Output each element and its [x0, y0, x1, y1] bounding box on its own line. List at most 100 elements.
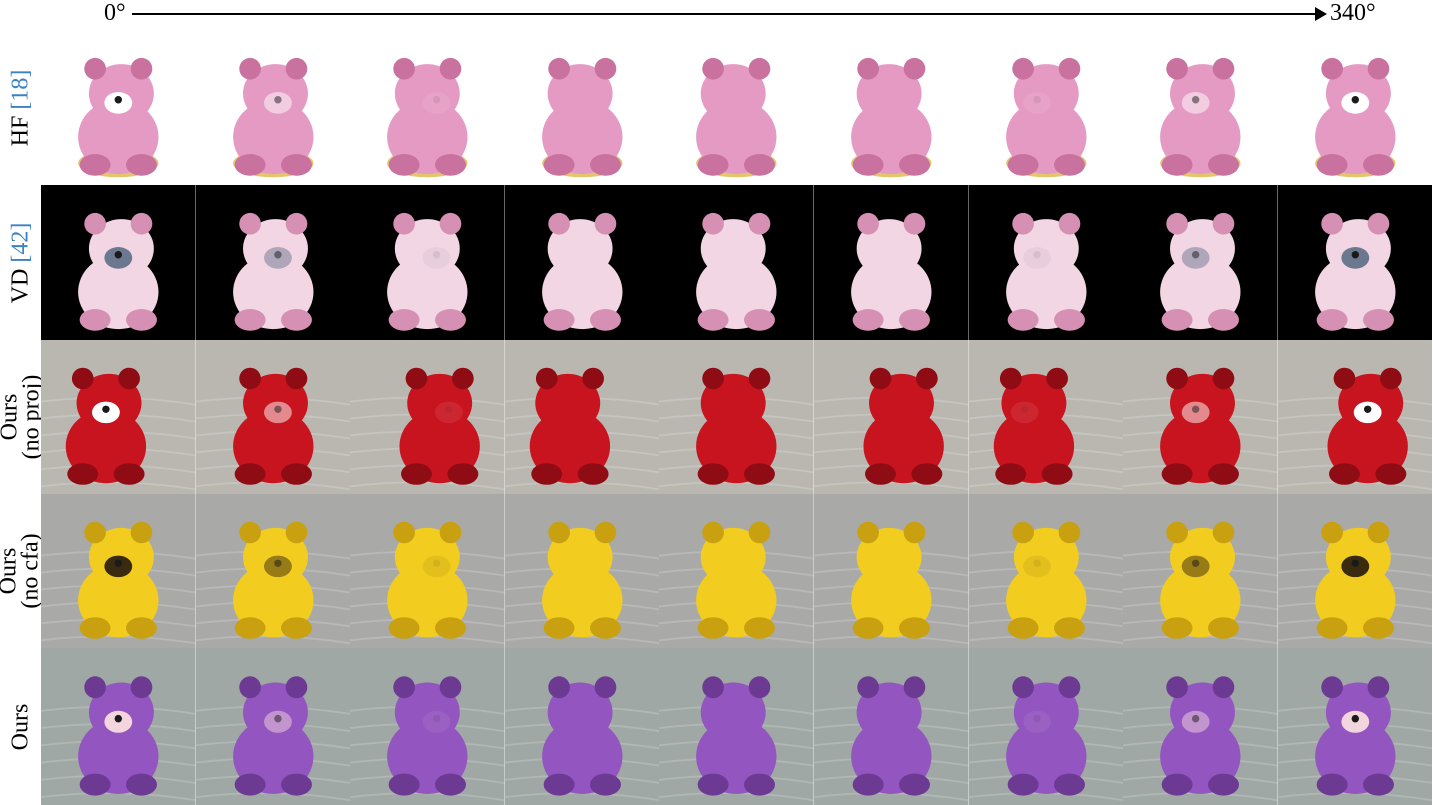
- view-image: [1123, 30, 1278, 185]
- rotation-axis: 0° 340°: [0, 0, 1433, 28]
- view-image: [968, 185, 1124, 340]
- image-row-ours: [41, 648, 1433, 805]
- bear-render: [1277, 494, 1433, 648]
- bear-render: [813, 30, 969, 185]
- view-image: [41, 648, 196, 805]
- bear-render: [968, 648, 1124, 805]
- view-image: [195, 340, 351, 494]
- bear-render: [1277, 185, 1433, 340]
- view-image: [1277, 648, 1433, 805]
- bear-render: [813, 494, 969, 648]
- view-image: [1123, 185, 1278, 340]
- bear-render: [504, 648, 660, 805]
- view-image: [813, 494, 969, 648]
- view-image: [968, 340, 1124, 494]
- bear-render: [350, 340, 505, 494]
- view-image: [1123, 648, 1278, 805]
- view-image: [968, 648, 1124, 805]
- view-image: [1277, 340, 1433, 494]
- bear-render: [659, 185, 814, 340]
- bear-render: [813, 185, 969, 340]
- bear-render: [1123, 340, 1278, 494]
- axis-end-label: 340°: [1330, 0, 1376, 26]
- bear-render: [41, 185, 196, 340]
- image-row-ours-no-cfa: [41, 494, 1433, 648]
- bear-render: [813, 340, 969, 494]
- bear-render: [41, 648, 196, 805]
- bear-render: [968, 340, 1124, 494]
- view-image: [41, 494, 196, 648]
- bear-render: [504, 340, 660, 494]
- bear-render: [350, 494, 505, 648]
- bear-render: [350, 30, 505, 185]
- view-image: [813, 340, 969, 494]
- bear-render: [195, 185, 351, 340]
- image-row-ours-no-proj: [41, 340, 1433, 494]
- bear-render: [41, 30, 196, 185]
- bear-render: [1123, 494, 1278, 648]
- bear-render: [659, 494, 814, 648]
- view-image: [659, 185, 814, 340]
- view-image: [813, 185, 969, 340]
- view-image: [504, 648, 660, 805]
- view-image: [659, 494, 814, 648]
- row-label-ours: Ours: [7, 703, 34, 750]
- view-image: [813, 30, 969, 185]
- bear-render: [659, 648, 814, 805]
- bear-render: [195, 494, 351, 648]
- bear-render: [1277, 340, 1433, 494]
- bear-render: [968, 30, 1124, 185]
- bear-render: [1123, 30, 1278, 185]
- view-image: [659, 30, 814, 185]
- view-image: [195, 494, 351, 648]
- bear-render: [41, 494, 196, 648]
- bear-render: [504, 30, 660, 185]
- image-row-vd: [41, 185, 1433, 340]
- view-image: [1277, 30, 1433, 185]
- view-image: [41, 185, 196, 340]
- bear-render: [504, 185, 660, 340]
- bear-render: [659, 340, 814, 494]
- view-image: [504, 185, 660, 340]
- axis-line: [132, 13, 1318, 15]
- bear-render: [504, 494, 660, 648]
- bear-render: [968, 494, 1124, 648]
- view-image: [350, 648, 505, 805]
- row-label-ours-no-proj: Ours (no proj): [0, 374, 44, 460]
- bear-render: [1277, 30, 1433, 185]
- view-image: [195, 30, 351, 185]
- view-image: [350, 30, 505, 185]
- view-image: [659, 340, 814, 494]
- bear-render: [195, 340, 351, 494]
- bear-render: [350, 185, 505, 340]
- view-image: [195, 185, 351, 340]
- row-label-ours-no-cfa: Ours (no cfa): [0, 533, 44, 609]
- view-image: [195, 648, 351, 805]
- view-image: [504, 30, 660, 185]
- view-image: [41, 30, 196, 185]
- view-image: [813, 648, 969, 805]
- view-image: [350, 494, 505, 648]
- image-row-hf: [41, 30, 1433, 185]
- bear-render: [1123, 185, 1278, 340]
- bear-render: [195, 648, 351, 805]
- bear-render: [968, 185, 1124, 340]
- view-image: [1123, 494, 1278, 648]
- view-image: [504, 340, 660, 494]
- view-image: [968, 30, 1124, 185]
- bear-render: [659, 30, 814, 185]
- axis-start-label: 0°: [104, 0, 126, 26]
- view-image: [504, 494, 660, 648]
- view-image: [1277, 494, 1433, 648]
- view-image: [659, 648, 814, 805]
- view-image: [41, 340, 196, 494]
- bear-render: [1123, 648, 1278, 805]
- axis-arrow-icon: [1315, 7, 1327, 21]
- bear-render: [350, 648, 505, 805]
- bear-render: [1277, 648, 1433, 805]
- view-image: [968, 494, 1124, 648]
- bear-render: [41, 340, 196, 494]
- row-label-hf: HF [18]: [7, 69, 34, 146]
- view-image: [1277, 185, 1433, 340]
- view-image: [350, 340, 505, 494]
